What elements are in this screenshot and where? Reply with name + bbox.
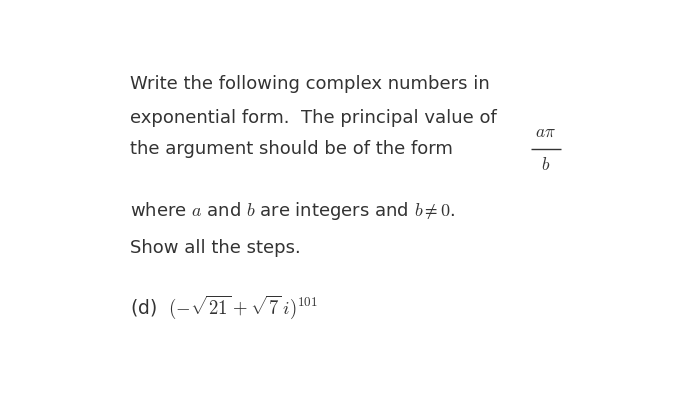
- Text: the argument should be of the form: the argument should be of the form: [130, 139, 453, 158]
- Text: Write the following complex numbers in: Write the following complex numbers in: [130, 75, 490, 93]
- Text: $a\pi$: $a\pi$: [536, 123, 556, 141]
- Text: where $a$ and $b$ are integers and $b \neq 0$.: where $a$ and $b$ are integers and $b \n…: [130, 200, 456, 222]
- Text: (d)  $(-\sqrt{21} + \sqrt{7}\,i)^{101}$: (d) $(-\sqrt{21} + \sqrt{7}\,i)^{101}$: [130, 294, 318, 321]
- Text: $b$: $b$: [541, 156, 550, 174]
- Text: Show all the steps.: Show all the steps.: [130, 239, 301, 257]
- Text: exponential form.  The principal value of: exponential form. The principal value of: [130, 109, 497, 127]
